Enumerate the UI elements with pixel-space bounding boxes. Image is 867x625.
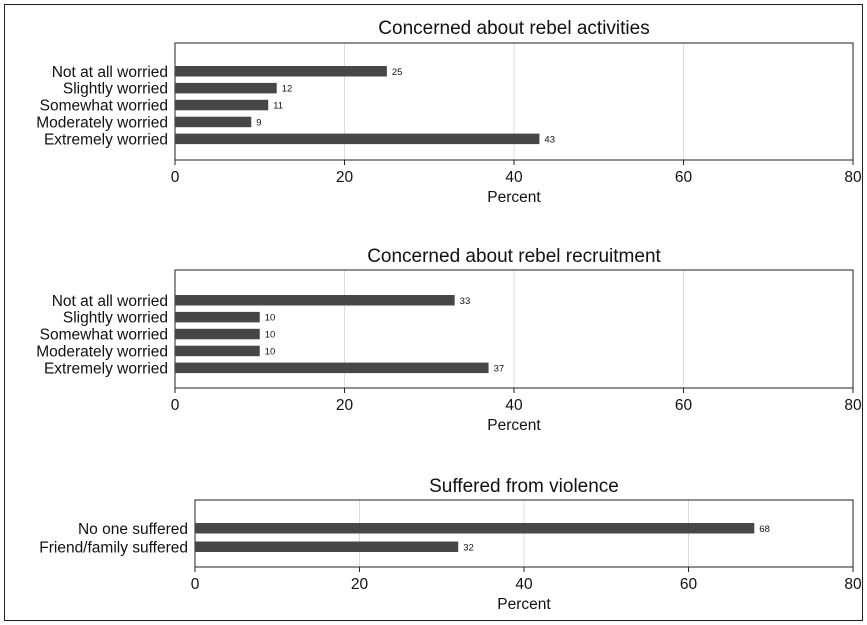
value-label-3-0: 68 (759, 524, 770, 535)
figure-frame (4, 4, 863, 621)
x-tick-label-3-1: 20 (351, 576, 369, 593)
x-tick-label-1-4: 80 (844, 169, 862, 186)
category-label-2-3: Moderately worried (36, 343, 168, 360)
x-tick-label-3-2: 40 (515, 576, 533, 593)
category-label-2-4: Extremely worried (44, 360, 168, 377)
x-tick-label-1-3: 60 (675, 169, 693, 186)
x-tick-label-2-2: 40 (505, 397, 523, 414)
chart-title-3: Suffered from violence (429, 476, 619, 497)
chart-panel-2: Concerned about rebel recruitment Percen… (36, 246, 862, 434)
category-label-1-4: Extremely worried (44, 131, 168, 148)
x-tick-label-1-1: 20 (336, 169, 354, 186)
category-label-2-1: Slightly worried (63, 310, 168, 327)
bar-3-1 (195, 541, 459, 552)
bar-2-0 (175, 295, 455, 306)
x-axis-title-1: Percent (487, 189, 541, 206)
x-tick-label-3-0: 0 (191, 576, 200, 593)
chart-panel-1: Concerned about rebel activities Percent… (36, 18, 862, 206)
x-axis-title-2: Percent (487, 417, 541, 434)
value-label-1-4: 43 (544, 134, 555, 145)
value-label-2-0: 33 (460, 296, 471, 307)
x-tick-label-3-3: 60 (680, 576, 698, 593)
bar-1-0 (175, 66, 387, 77)
category-label-1-0: Not at all worried (52, 64, 168, 81)
category-label-3-0: No one suffered (78, 521, 188, 538)
value-label-2-1: 10 (265, 313, 276, 324)
category-label-3-1: Friend/family suffered (39, 539, 188, 556)
x-tick-label-2-4: 80 (844, 397, 862, 414)
x-tick-label-2-1: 20 (336, 397, 354, 414)
category-label-2-0: Not at all worried (52, 293, 168, 310)
chart-title-1: Concerned about rebel activities (378, 18, 649, 39)
bar-2-4 (175, 362, 489, 374)
x-tick-label-1-2: 40 (505, 169, 523, 186)
x-tick-label-3-4: 80 (844, 576, 862, 593)
chart-panel-3: Suffered from violence Percent 0 20 40 60 80… (39, 476, 862, 613)
category-label-1-3: Moderately worried (36, 114, 168, 131)
category-label-1-1: Slightly worried (63, 81, 168, 98)
value-label-2-4: 37 (494, 363, 505, 374)
value-label-1-0: 25 (392, 67, 403, 78)
chart-title-2: Concerned about rebel recruitment (367, 246, 661, 267)
bar-2-2 (175, 328, 260, 340)
value-label-1-3: 9 (256, 117, 261, 128)
value-label-1-2: 11 (273, 101, 283, 112)
x-tick-label-2-3: 60 (675, 397, 693, 414)
category-label-1-2: Somewhat worried (40, 98, 168, 115)
category-label-2-2: Somewhat worried (40, 327, 168, 344)
x-tick-label-2-0: 0 (171, 397, 180, 414)
value-label-3-1: 32 (463, 542, 474, 553)
bar-2-1 (175, 311, 260, 323)
bar-1-3 (175, 116, 252, 128)
x-axis-title-3: Percent (497, 596, 551, 613)
bar-3-0 (195, 523, 755, 534)
value-label-2-2: 10 (265, 330, 276, 341)
bar-1-1 (175, 82, 277, 94)
bar-2-3 (175, 345, 260, 357)
value-label-1-1: 12 (282, 84, 293, 95)
value-label-2-3: 10 (265, 346, 276, 357)
x-tick-label-1-0: 0 (171, 169, 180, 186)
bar-1-4 (175, 133, 540, 145)
bar-1-2 (175, 99, 269, 111)
